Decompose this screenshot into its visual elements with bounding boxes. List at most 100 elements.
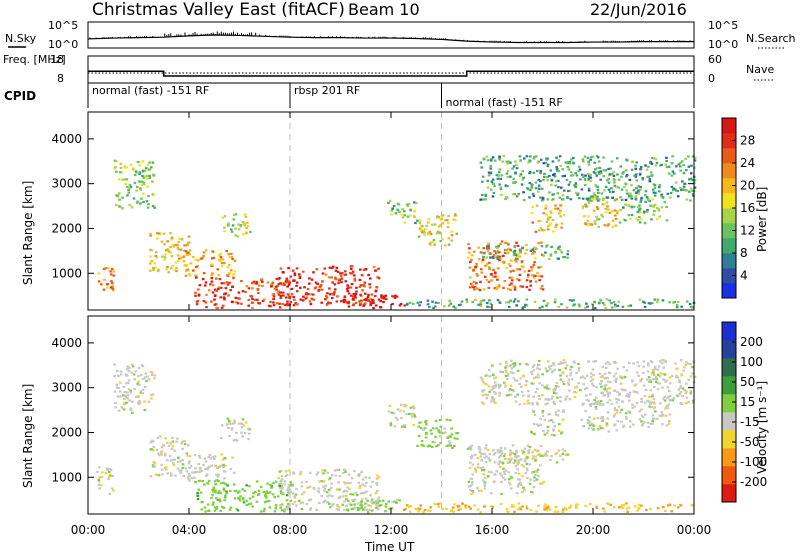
range-cell — [662, 397, 665, 400]
range-cell — [483, 393, 487, 396]
range-cell — [210, 280, 214, 283]
range-cell — [429, 232, 433, 236]
range-cell — [339, 274, 343, 278]
range-cell — [364, 476, 367, 479]
range-cell — [279, 490, 283, 493]
range-cell — [596, 188, 600, 191]
range-cell — [493, 461, 497, 464]
range-cell — [534, 280, 538, 283]
range-cell — [415, 202, 418, 205]
range-cell — [136, 382, 139, 385]
range-cell — [604, 211, 608, 214]
range-cell — [481, 466, 485, 469]
range-cell — [646, 370, 650, 373]
range-cell — [228, 272, 231, 275]
range-cell — [265, 500, 268, 503]
range-cell — [426, 445, 430, 448]
range-cell — [437, 301, 440, 305]
range-cell — [587, 360, 590, 363]
range-cell — [443, 427, 447, 430]
range-cell — [514, 298, 517, 301]
range-cell — [634, 197, 638, 200]
range-cell — [433, 441, 437, 444]
range-cell — [213, 480, 217, 483]
range-cell — [605, 422, 609, 425]
range-cell — [509, 371, 513, 374]
range-cell — [600, 385, 603, 388]
range-cell — [597, 302, 601, 305]
range-cell — [441, 237, 444, 241]
range-cell — [532, 395, 535, 398]
range-cell — [543, 433, 547, 436]
range-cell — [674, 181, 678, 184]
range-cell — [179, 460, 183, 463]
range-cell — [643, 210, 646, 213]
noise-left-tick-bottom: 10^0 — [48, 38, 78, 51]
range-cell — [234, 234, 237, 237]
range-cell — [607, 208, 610, 211]
range-cell — [516, 252, 520, 255]
range-cell — [663, 399, 667, 402]
range-cell — [493, 185, 496, 188]
range-cell — [202, 272, 206, 275]
range-cell — [285, 499, 289, 502]
range-cell — [659, 372, 663, 375]
range-cell — [625, 369, 629, 372]
range-cell — [503, 279, 507, 283]
range-cell — [241, 221, 245, 224]
range-cell — [685, 382, 688, 385]
range-cell — [497, 256, 501, 259]
range-cell — [495, 470, 499, 473]
range-cell — [412, 412, 416, 415]
range-cell — [270, 486, 273, 489]
range-cell — [606, 224, 609, 227]
range-cell — [602, 507, 605, 510]
range-cell — [138, 173, 141, 176]
range-cell — [509, 288, 512, 291]
date-label: 22/Jun/2016 — [590, 0, 687, 19]
range-cell — [671, 399, 675, 402]
range-cell — [596, 207, 600, 210]
range-cell — [157, 268, 160, 271]
range-cell — [361, 478, 365, 481]
range-cell — [640, 414, 644, 417]
range-cell — [483, 487, 487, 490]
range-cell — [652, 191, 656, 194]
range-cell — [615, 198, 619, 201]
range-cell — [454, 218, 457, 222]
range-cell — [390, 507, 394, 510]
range-cell — [659, 360, 662, 363]
range-cell — [574, 182, 578, 185]
range-cell — [249, 230, 252, 234]
range-cell — [505, 364, 508, 367]
range-cell — [566, 162, 570, 165]
range-cell — [323, 469, 327, 472]
range-cell — [309, 498, 312, 501]
range-cell — [620, 420, 623, 423]
range-cell — [591, 195, 594, 198]
range-cell — [490, 400, 493, 403]
range-cell — [298, 275, 302, 278]
range-cell — [585, 302, 588, 305]
range-cell — [654, 164, 658, 167]
range-cell — [626, 192, 629, 195]
range-cell — [126, 397, 129, 400]
range-cell — [328, 293, 332, 296]
range-cell — [153, 374, 157, 377]
range-cell — [384, 510, 387, 513]
range-cell — [629, 304, 633, 307]
range-cell — [279, 294, 283, 297]
range-cell — [663, 373, 667, 376]
range-cell — [264, 495, 268, 498]
range-cell — [288, 488, 292, 491]
range-cell — [544, 251, 547, 254]
range-cell — [639, 211, 642, 214]
range-cell — [587, 189, 591, 192]
range-cell — [450, 427, 453, 430]
range-cell — [104, 472, 108, 475]
range-cell — [651, 393, 655, 396]
range-cell — [509, 175, 512, 178]
range-cell — [315, 473, 319, 476]
range-cell — [170, 474, 173, 477]
range-cell — [422, 229, 425, 232]
